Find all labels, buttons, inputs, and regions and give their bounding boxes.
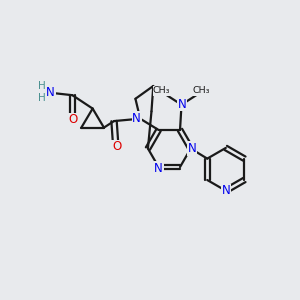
Text: N: N <box>132 112 141 124</box>
Text: N: N <box>154 162 163 175</box>
Text: N: N <box>178 98 187 111</box>
Text: N: N <box>188 142 197 155</box>
Text: CH₃: CH₃ <box>193 86 210 95</box>
Text: H: H <box>38 81 45 91</box>
Text: O: O <box>112 140 121 153</box>
Text: H: H <box>38 93 45 103</box>
Text: N: N <box>46 86 55 99</box>
Text: N: N <box>221 184 230 197</box>
Text: CH₃: CH₃ <box>153 86 170 95</box>
Text: O: O <box>69 113 78 126</box>
